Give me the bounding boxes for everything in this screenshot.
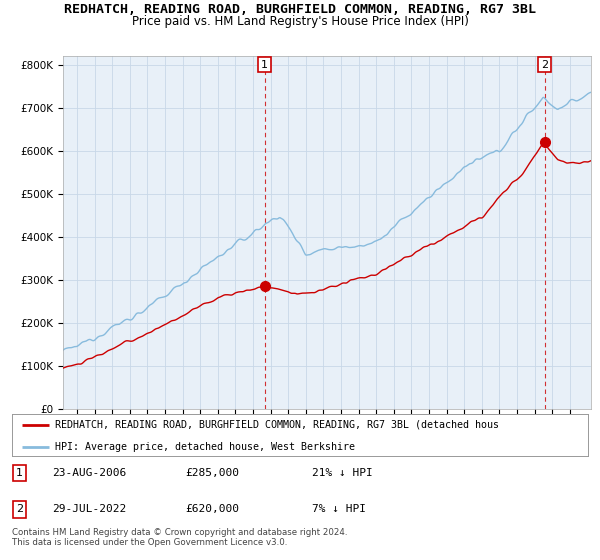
- Text: 2: 2: [16, 505, 23, 515]
- Text: 21% ↓ HPI: 21% ↓ HPI: [311, 468, 372, 478]
- Text: 7% ↓ HPI: 7% ↓ HPI: [311, 505, 365, 515]
- Text: REDHATCH, READING ROAD, BURGHFIELD COMMON, READING, RG7 3BL: REDHATCH, READING ROAD, BURGHFIELD COMMO…: [64, 3, 536, 16]
- Text: 29-JUL-2022: 29-JUL-2022: [52, 505, 127, 515]
- Text: £620,000: £620,000: [185, 505, 239, 515]
- Text: HPI: Average price, detached house, West Berkshire: HPI: Average price, detached house, West…: [55, 442, 355, 452]
- Text: 23-AUG-2006: 23-AUG-2006: [52, 468, 127, 478]
- Text: £285,000: £285,000: [185, 468, 239, 478]
- Text: Price paid vs. HM Land Registry's House Price Index (HPI): Price paid vs. HM Land Registry's House …: [131, 15, 469, 27]
- Text: Contains HM Land Registry data © Crown copyright and database right 2024.
This d: Contains HM Land Registry data © Crown c…: [12, 528, 347, 547]
- Text: REDHATCH, READING ROAD, BURGHFIELD COMMON, READING, RG7 3BL (detached hous: REDHATCH, READING ROAD, BURGHFIELD COMMO…: [55, 420, 499, 430]
- Text: 1: 1: [16, 468, 23, 478]
- Text: 1: 1: [261, 59, 268, 69]
- Text: 2: 2: [541, 59, 548, 69]
